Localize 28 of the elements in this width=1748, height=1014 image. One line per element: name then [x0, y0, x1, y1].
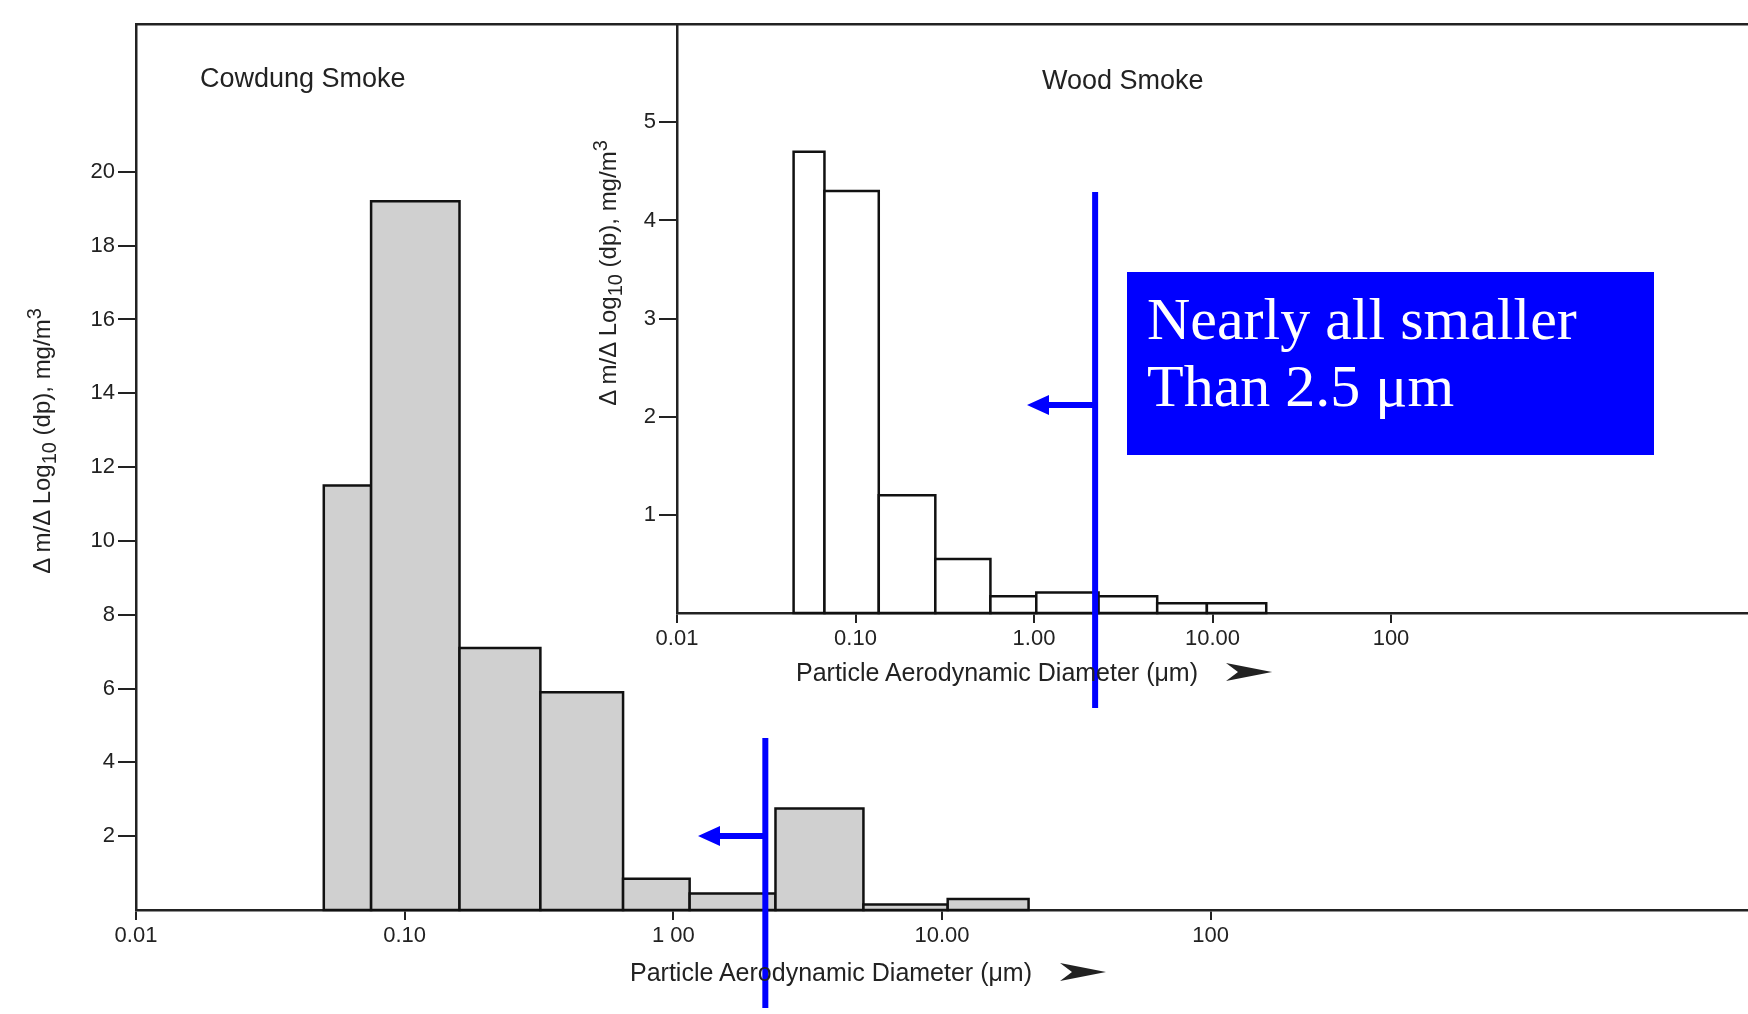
- y-tick-label: 4: [643, 206, 656, 232]
- x-tick-label: 0.10: [383, 922, 427, 948]
- y-tick-label: 5: [643, 108, 656, 134]
- x-tick-label: 10.00: [1184, 625, 1241, 651]
- y-tick-label: 12: [90, 453, 115, 479]
- x-tick-label: 0.10: [834, 625, 877, 651]
- y-tick-label: 1: [643, 500, 656, 526]
- y-tick-label: 8: [102, 600, 115, 626]
- y-tick-label: 10: [90, 526, 115, 552]
- y-tick-label: 6: [102, 674, 115, 700]
- y-tick-label: 2: [643, 402, 656, 428]
- y-tick-label: 2: [102, 822, 115, 848]
- x-tick-label: 0.01: [114, 922, 158, 948]
- x-tick-label: 1.00: [1012, 625, 1056, 651]
- text: Wood Smoke: [1042, 64, 1204, 95]
- x-tick-label: 1 00: [651, 922, 695, 948]
- y-tick-label: 16: [90, 305, 115, 331]
- annotation: Nearly all smaller Than 2.5 μm: [1127, 272, 1654, 455]
- x-tick-label: 10.00: [914, 922, 970, 948]
- y-tick-label: 18: [90, 231, 115, 257]
- y-tick-label: 14: [90, 379, 115, 405]
- x-tick-label: 100: [1192, 922, 1230, 948]
- text: Cowdung Smoke: [200, 62, 406, 93]
- y-tick-label: 3: [643, 304, 656, 330]
- y-tick-label: 20: [90, 157, 115, 183]
- x-tick-label: 0.01: [655, 625, 699, 651]
- x-tick-label: 100: [1372, 625, 1410, 651]
- y-tick-label: 4: [102, 748, 115, 774]
